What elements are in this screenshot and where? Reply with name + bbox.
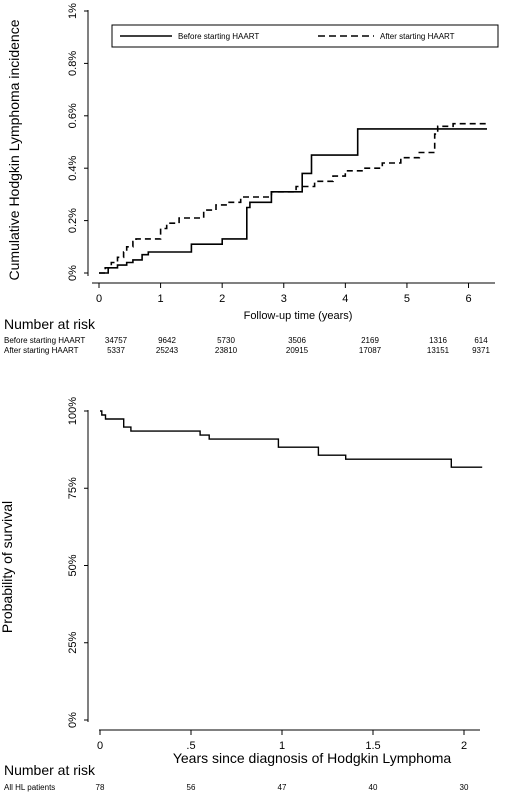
c1-series-after-line bbox=[99, 122, 487, 274]
c2-risk-value: 40 bbox=[369, 783, 378, 792]
c1-risk-value: 20915 bbox=[286, 346, 309, 355]
c1-risk-value: 3506 bbox=[288, 336, 306, 345]
c1-legend: Before starting HAART After starting HAA… bbox=[111, 24, 499, 48]
c1-x-tick-label: 6 bbox=[465, 293, 471, 305]
c2-x-tick-label: .5 bbox=[186, 740, 195, 752]
c2-x-ticks: 0 .5 1 1.5 2 bbox=[97, 730, 467, 752]
c2-x-axis-title: Years since diagnosis of Hodgkin Lymphom… bbox=[173, 750, 452, 766]
c1-legend-box bbox=[111, 24, 499, 48]
c1-risk-value: 34757 bbox=[105, 336, 128, 345]
c1-y-tick-label: 0.2% bbox=[67, 208, 79, 233]
c2-risk-row-label: All HL patients bbox=[4, 783, 55, 792]
c1-y-axis-title: Cumulative Hodgkin Lymphoma incidence bbox=[6, 19, 22, 280]
c2-x-tick-label: 2 bbox=[461, 740, 467, 752]
c1-series-before-line bbox=[99, 128, 487, 274]
c2-y-tick-label: 0% bbox=[67, 712, 79, 728]
c2-y-tick-label: 75% bbox=[67, 477, 79, 499]
c1-risk-values: 34757 9642 5730 3506 2169 1316 614 5337 25243 238… bbox=[105, 336, 491, 355]
c1-risk-value: 2169 bbox=[361, 336, 379, 345]
c2-y-ticks: 0% 25% 50% 75% 100% bbox=[67, 397, 88, 728]
c2-y-tick-label: 25% bbox=[67, 632, 79, 654]
c1-risk-value: 9642 bbox=[158, 336, 176, 345]
c1-x-tick-label: 0 bbox=[96, 293, 102, 305]
c2-x-tick-label: 0 bbox=[97, 740, 103, 752]
c1-series-group bbox=[99, 122, 487, 274]
c1-y-tick-label: 0% bbox=[67, 265, 79, 281]
c1-risk-value: 23810 bbox=[215, 346, 238, 355]
c1-y-tick-label: 1% bbox=[67, 3, 79, 19]
c1-risk-value: 5337 bbox=[107, 346, 125, 355]
c1-x-tick-label: 5 bbox=[404, 293, 410, 305]
c1-x-tick-label: 3 bbox=[281, 293, 287, 305]
c1-risk-row-label-after: After starting HAART bbox=[4, 346, 79, 355]
c1-legend-label-before: Before starting HAART bbox=[178, 32, 259, 41]
c1-y-tick-label: 0.6% bbox=[67, 103, 79, 128]
c2-risk-values: 78 56 47 40 30 bbox=[96, 783, 469, 792]
c2-survival-line bbox=[100, 410, 483, 468]
c2-risk-value: 78 bbox=[96, 783, 105, 792]
c1-risk-value: 13151 bbox=[427, 346, 450, 355]
c1-x-tick-label: 4 bbox=[342, 293, 348, 305]
survival-chart: Probability of survival 0% 25% 50% 75% 1 0 0% … bbox=[0, 397, 483, 792]
c2-risk-value: 30 bbox=[460, 783, 469, 792]
c1-risk-row-label-before: Before starting HAART bbox=[4, 336, 85, 345]
c1-risk-title: Number at risk bbox=[4, 316, 96, 332]
c2-risk-value: 47 bbox=[278, 783, 287, 792]
c2-risk-title: Number at risk bbox=[4, 762, 96, 778]
c1-risk-value: 9371 bbox=[472, 346, 490, 355]
c1-y-ticks: 0% 0.2% 0.4% 0.6% 0.8% 1% bbox=[67, 3, 88, 281]
c2-x-tick-label: 1.5 bbox=[365, 740, 380, 752]
c2-y-tick-label: 50% bbox=[67, 554, 79, 576]
c1-legend-label-after: After starting HAART bbox=[380, 32, 455, 41]
c2-x-tick-label: 1 bbox=[279, 740, 285, 752]
c1-x-axis-title: Follow-up time (years) bbox=[244, 310, 353, 322]
c1-risk-value: 1316 bbox=[429, 336, 447, 345]
incidence-chart: Cumulative Hodgkin Lymphoma incidence 0%… bbox=[4, 3, 499, 355]
c1-y-tick-label: 0.4% bbox=[67, 155, 79, 180]
c1-risk-value: 5730 bbox=[217, 336, 235, 345]
c2-series-group bbox=[100, 410, 483, 468]
c1-x-tick-label: 1 bbox=[158, 293, 164, 305]
c1-risk-value: 614 bbox=[474, 336, 488, 345]
c2-y-axis-title: Probability of survival bbox=[0, 501, 15, 633]
c1-risk-value: 17087 bbox=[359, 346, 382, 355]
c1-y-tick-label: 0.8% bbox=[67, 51, 79, 76]
c1-risk-value: 25243 bbox=[156, 346, 179, 355]
c2-y-tick-label: 100% bbox=[67, 397, 79, 425]
c1-x-tick-label: 2 bbox=[219, 293, 225, 305]
c2-risk-value: 56 bbox=[187, 783, 196, 792]
c1-x-ticks: 0 1 2 3 4 5 6 bbox=[96, 283, 472, 305]
